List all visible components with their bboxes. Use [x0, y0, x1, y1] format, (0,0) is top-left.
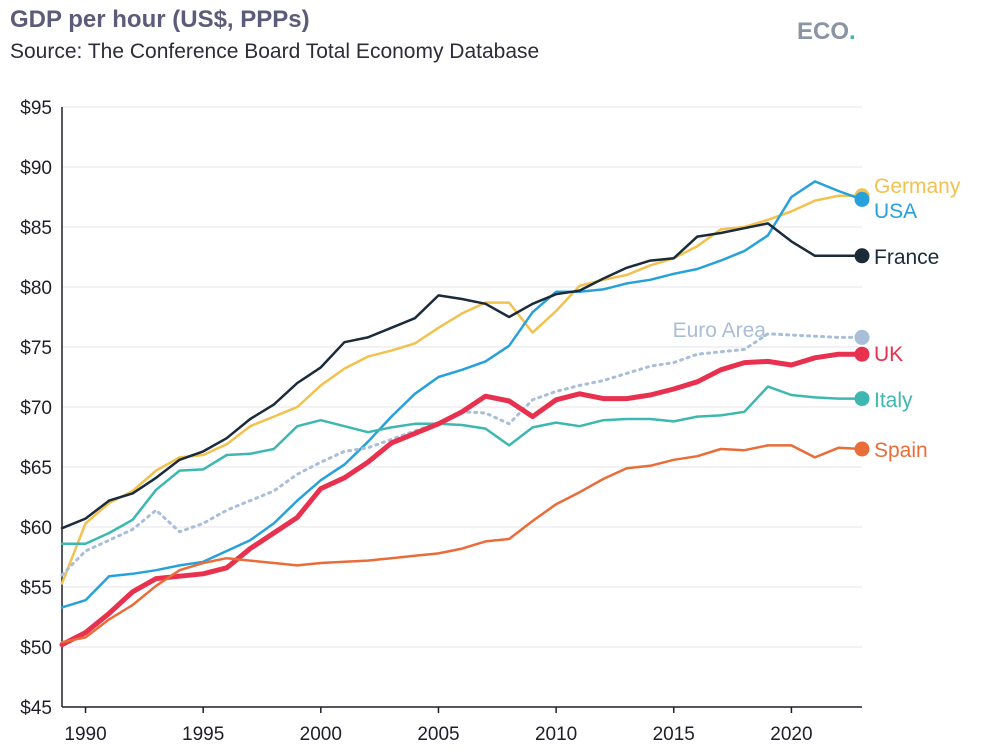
series-label-usa: USA — [874, 200, 917, 223]
series-line-france — [60, 222, 864, 530]
x-tick-label: 2005 — [417, 724, 459, 745]
tick-labels: $45 $50 $55 $60 $65 $70 $75 $80 $85 $90 $95 1990 199… — [20, 98, 812, 745]
y-tick-label: $80 — [20, 278, 52, 299]
y-tick-label: $50 — [20, 638, 52, 659]
series-endpoint-euro-area — [854, 329, 870, 345]
y-tick-label: $60 — [20, 518, 52, 539]
series-line-spain — [60, 444, 864, 644]
x-tick-label: 1990 — [64, 724, 106, 745]
x-tick-label: 2015 — [653, 724, 695, 745]
x-tick-label: 2010 — [535, 724, 577, 745]
x-tick-label: 2000 — [300, 724, 342, 745]
y-tick-label: $55 — [20, 578, 52, 599]
series-endpoint-france — [854, 248, 870, 264]
series-line-usa — [60, 180, 864, 609]
x-tick-label: 1995 — [182, 724, 224, 745]
series-endpoint-italy — [854, 391, 870, 407]
series-line-uk — [59, 351, 865, 648]
series-endpoint-usa — [854, 191, 870, 207]
series-line-germany — [60, 194, 864, 585]
series-lines — [59, 180, 870, 648]
series-label-italy: Italy — [874, 389, 913, 412]
series-label-spain: Spain — [874, 439, 928, 462]
x-tick-label: 2020 — [770, 724, 812, 745]
y-tick-label: $70 — [20, 398, 52, 419]
logo-text: ECO — [797, 18, 850, 45]
y-tick-label: $75 — [20, 338, 52, 359]
y-tick-label: $85 — [20, 218, 52, 239]
series-label-euro-area: Euro Area — [673, 319, 767, 342]
y-tick-label: $90 — [20, 158, 52, 179]
series-endpoint-uk — [854, 346, 870, 362]
series-endpoint-spain — [854, 441, 870, 457]
chart-title: GDP per hour (US$, PPPs) — [10, 6, 310, 33]
y-tick-label: $65 — [20, 458, 52, 479]
series-label-uk: UK — [874, 343, 903, 366]
eco-logo: ECO. — [797, 18, 856, 46]
series-line-italy — [60, 385, 864, 546]
chart-subtitle: Source: The Conference Board Total Econo… — [10, 40, 540, 63]
y-tick-label: $45 — [20, 698, 52, 719]
y-tick-label: $95 — [20, 98, 52, 119]
series-label-germany: Germany — [874, 175, 961, 198]
logo-dot: . — [849, 18, 856, 45]
series-label-france: France — [874, 246, 939, 269]
